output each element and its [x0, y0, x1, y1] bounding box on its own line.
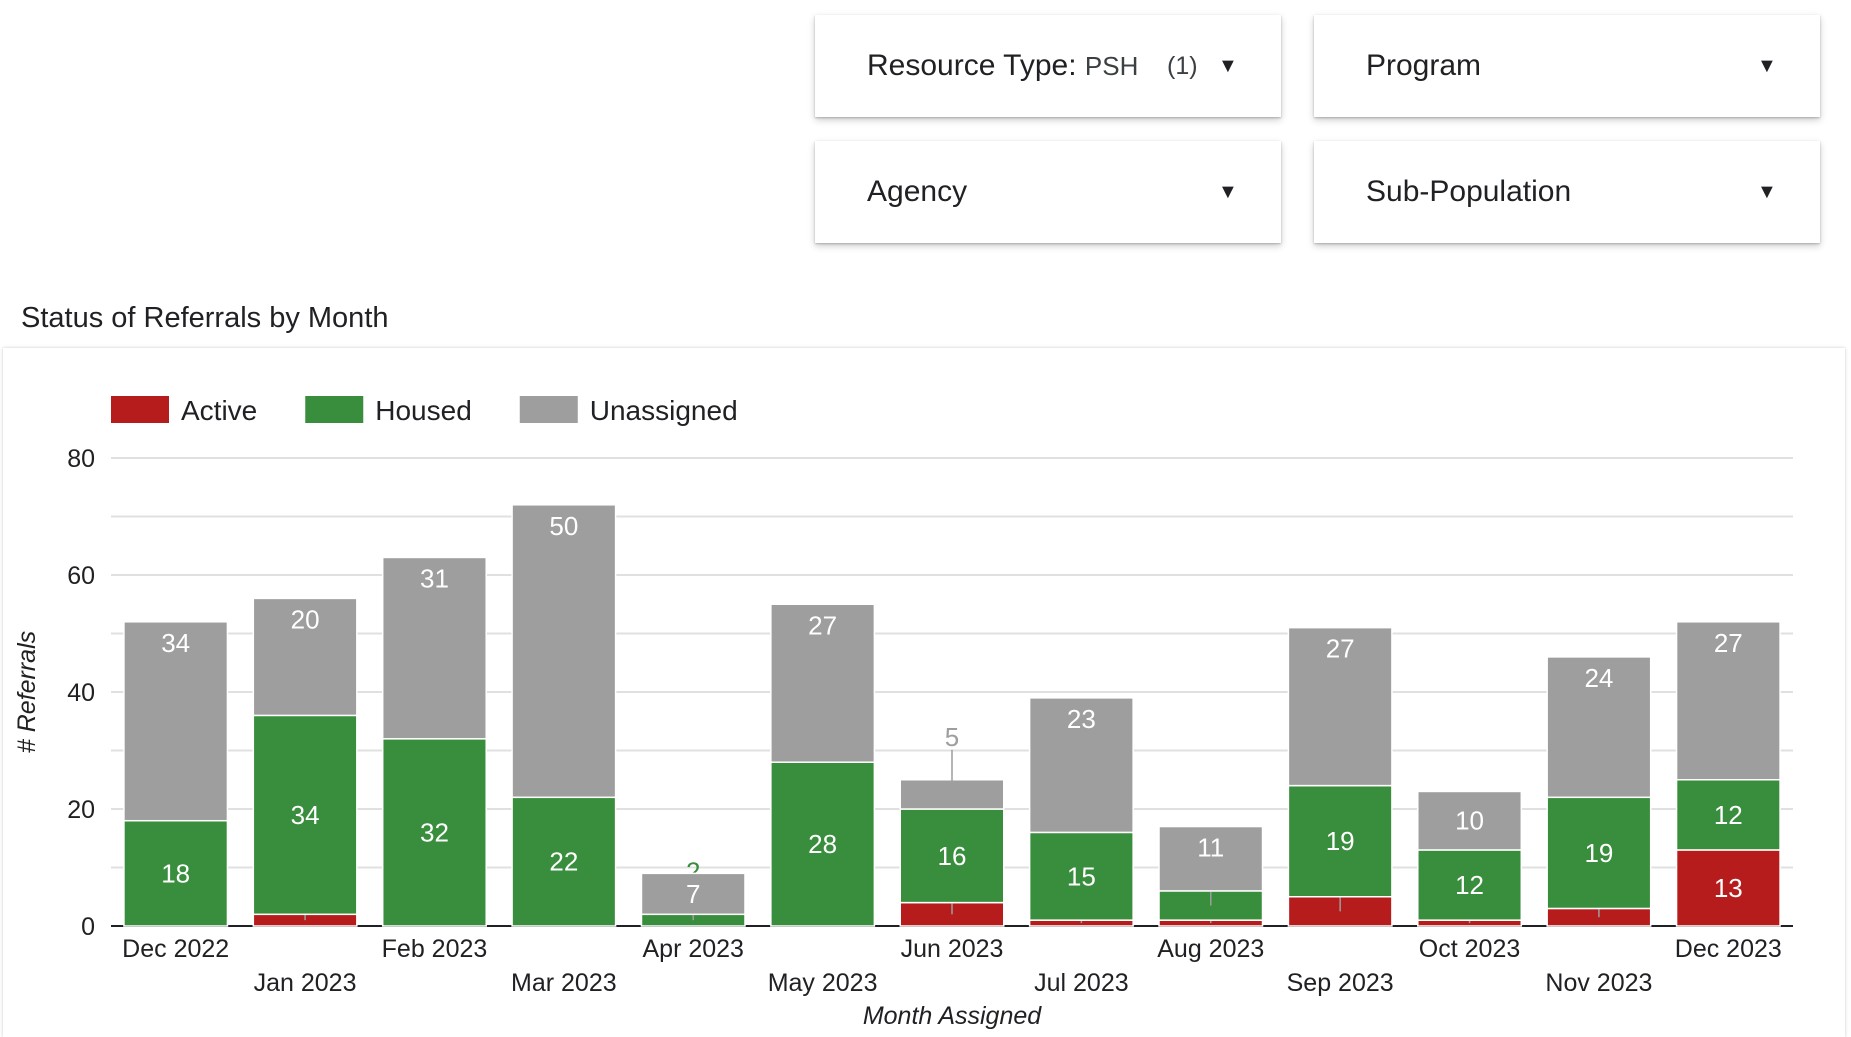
x-tick-label: May 2023 [768, 969, 878, 997]
data-label: 34 [161, 628, 190, 658]
bar-unassigned-segment [770, 603, 876, 763]
data-label: 22 [549, 847, 578, 877]
data-label: 11 [1197, 833, 1224, 863]
resource-type-count: (1) [1167, 52, 1198, 80]
program-dropdown[interactable]: Program ▼ [1314, 15, 1820, 117]
y-tick-label: 40 [67, 679, 95, 707]
chevron-down-icon: ▼ [1757, 181, 1777, 203]
data-label: 12 [1455, 870, 1484, 900]
bar-unassigned-segment [123, 621, 229, 822]
legend-label: Active [181, 395, 257, 426]
data-label: 34 [291, 800, 320, 830]
bar-unassigned-segment [1028, 697, 1134, 834]
x-tick-label: Dec 2023 [1675, 935, 1782, 963]
bar-unassigned-segment [1675, 621, 1781, 781]
bar-housed-segment [1417, 849, 1523, 921]
agency-dropdown[interactable]: Agency ▼ [815, 141, 1281, 243]
data-label: 23 [1067, 704, 1096, 734]
data-label: 16 [938, 841, 967, 871]
bar-housed-segment [899, 808, 1005, 904]
sub-population-label: Sub-Population [1366, 175, 1572, 208]
legend-label: Housed [375, 395, 472, 426]
legend-swatch-active [111, 396, 169, 423]
bar-unassigned-segment [381, 556, 487, 740]
bar-unassigned-segment [1417, 790, 1523, 851]
data-label: 18 [161, 858, 190, 888]
x-tick-label: Apr 2023 [642, 935, 743, 963]
x-tick-label: Jan 2023 [254, 969, 357, 997]
data-label: 27 [1714, 628, 1743, 658]
chevron-down-icon: ▼ [1218, 181, 1238, 203]
bar-housed-segment [381, 738, 487, 927]
bar-housed-segment [511, 796, 617, 927]
bar-housed-segment [770, 761, 876, 927]
data-label: 32 [420, 817, 449, 847]
x-tick-label: Aug 2023 [1157, 935, 1264, 963]
y-tick-label: 0 [81, 913, 95, 941]
y-tick-label: 20 [67, 796, 95, 824]
legend-swatch-unassigned [519, 396, 578, 423]
data-label: 10 [1455, 806, 1484, 836]
x-tick-label: Jun 2023 [901, 935, 1004, 963]
bar-housed-segment [1028, 831, 1134, 921]
data-label: 31 [420, 563, 449, 593]
bar-housed-segment [1546, 796, 1652, 910]
x-tick-label: Mar 2023 [511, 969, 617, 997]
y-tick-label: 60 [67, 562, 95, 590]
data-label: 27 [808, 610, 837, 640]
bar-active-segment [1675, 849, 1781, 927]
y-tick-label: 80 [67, 445, 95, 473]
bar-unassigned-segment [1158, 825, 1264, 892]
data-label: 27 [1326, 634, 1355, 664]
chevron-down-icon: ▼ [1757, 55, 1777, 77]
data-label: 20 [291, 604, 320, 634]
legend-swatch-housed [305, 396, 364, 423]
x-tick-label: Jul 2023 [1034, 969, 1129, 997]
bar-housed-segment [252, 714, 358, 916]
chart-title: Status of Referrals by Month [21, 302, 389, 334]
resource-type-label: Resource Type: PSH [867, 49, 1139, 82]
x-tick-label: Oct 2023 [1419, 935, 1520, 963]
data-label: 24 [1584, 663, 1613, 693]
data-label: 7 [686, 879, 700, 909]
x-tick-label: Sep 2023 [1287, 969, 1394, 997]
bar-housed-segment [1287, 784, 1393, 898]
legend-label: Unassigned [590, 395, 738, 426]
x-tick-label: Dec 2022 [122, 935, 229, 963]
bar-unassigned-segment [1287, 626, 1393, 787]
x-tick-label: Feb 2023 [382, 935, 488, 963]
bar-housed-segment [1675, 779, 1781, 851]
data-label: 28 [808, 829, 837, 859]
y-axis-title: # Referrals [13, 631, 41, 753]
x-axis-title: Month Assigned [863, 1002, 1042, 1030]
sub-population-dropdown[interactable]: Sub-Population ▼ [1314, 141, 1820, 243]
bar-unassigned-segment [511, 504, 617, 799]
data-label: 19 [1584, 838, 1613, 868]
bar-unassigned-segment [252, 597, 358, 717]
resource-type-value: PSH [1084, 51, 1139, 81]
data-label: 50 [549, 511, 578, 541]
resource-type-dropdown[interactable]: Resource Type: PSH (1) ▼ [815, 15, 1281, 117]
data-label: 15 [1067, 861, 1096, 891]
agency-label: Agency [867, 175, 968, 208]
program-label: Program [1366, 49, 1482, 82]
bar-unassigned-segment [1546, 656, 1652, 799]
data-label: 13 [1714, 873, 1743, 903]
bar-unassigned-segment [640, 872, 746, 916]
data-label: 12 [1714, 800, 1743, 830]
chevron-down-icon: ▼ [1218, 55, 1238, 77]
data-label: 5 [945, 722, 959, 752]
data-label: 19 [1326, 826, 1355, 856]
x-tick-label: Nov 2023 [1545, 969, 1652, 997]
